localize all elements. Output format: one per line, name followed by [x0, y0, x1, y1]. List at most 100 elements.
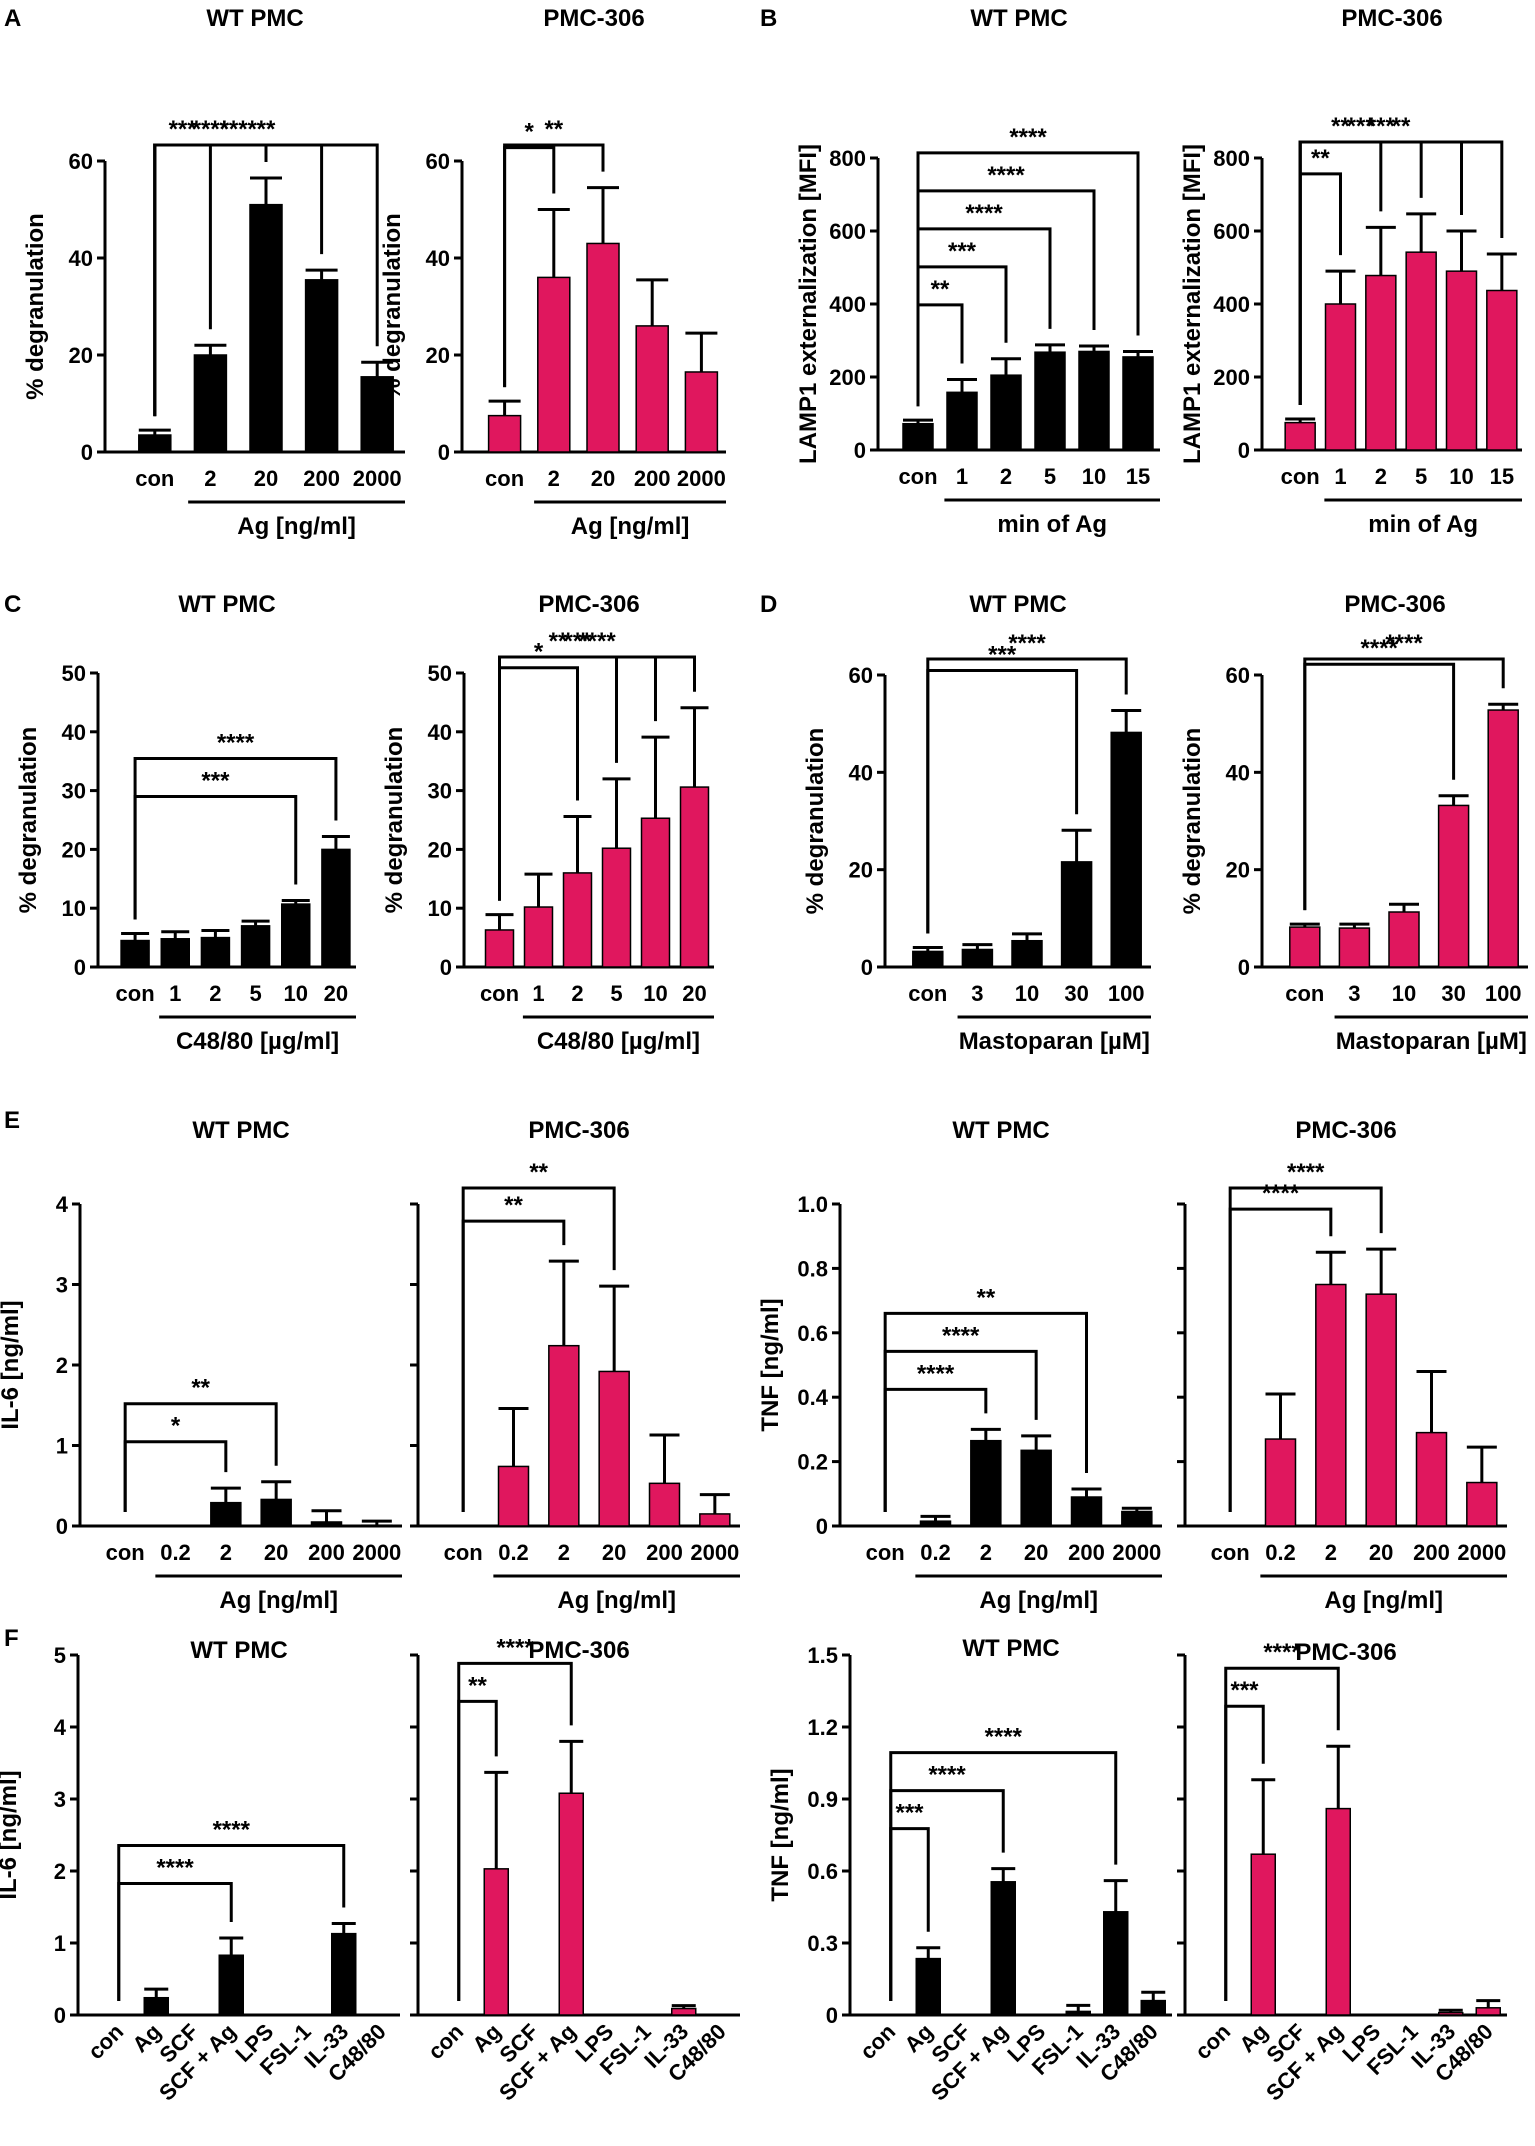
x-tick-label: con — [423, 2019, 468, 2064]
bar-10 — [1078, 350, 1110, 451]
x-tick-label: 2 — [980, 1540, 992, 1565]
bar-C48/80 — [1140, 1999, 1166, 2016]
bar-20 — [598, 1370, 630, 1527]
x-axis-label: Ag [ng/ml] — [557, 1587, 676, 1614]
x-tick-label: 15 — [1126, 464, 1150, 489]
chart-D2: 0 20 40 60 con 3 10 30 100 Mastoparan [µM] % degra… — [1179, 591, 1528, 1055]
bar-1 — [523, 906, 554, 968]
significance-bracket — [153, 143, 379, 417]
significance-label: **** — [1287, 1159, 1325, 1186]
x-tick-label: con — [135, 466, 174, 491]
bar-con — [902, 422, 934, 451]
significance-label: **** — [1262, 1180, 1300, 1207]
bar-30 — [1060, 861, 1093, 968]
x-tick-label: 2000 — [352, 1540, 401, 1565]
y-tick-label: 40 — [62, 720, 86, 745]
y-tick-label: 10 — [428, 896, 452, 921]
y-tick-label: 40 — [1226, 760, 1250, 785]
bar-200 — [304, 279, 339, 453]
x-tick-label: 2000 — [353, 466, 402, 491]
bar-10 — [1445, 270, 1478, 451]
y-tick-label: 1 — [54, 1931, 66, 1956]
bar-Ag — [483, 1868, 509, 2016]
y-tick-label: 1 — [56, 1434, 68, 1459]
x-tick-label: 20 — [1024, 1540, 1048, 1565]
x-axis-label: Ag [ng/ml] — [219, 1587, 338, 1614]
y-tick-label: 400 — [1213, 292, 1250, 317]
bar-con — [1289, 926, 1321, 968]
y-tick-label: 40 — [426, 246, 450, 271]
chart-E3: 0 0.2 0.4 0.6 0.8 1.0 con 0.2 2 20 200 2000 Ag [ng/m… — [757, 1117, 1162, 1614]
significance-label: ** — [1331, 113, 1350, 140]
y-tick-label: 600 — [829, 219, 866, 244]
significance-label: ** — [544, 116, 563, 143]
significance-label: * — [171, 1413, 181, 1440]
significance-bracket — [1303, 662, 1456, 911]
chart-title: PMC-306 — [543, 5, 644, 32]
significance-label: ** — [504, 1192, 523, 1219]
x-tick-label: con — [106, 1540, 145, 1565]
significance-label: ** — [549, 628, 568, 655]
significance-label: **** — [578, 628, 616, 655]
bar-2 — [200, 936, 231, 968]
y-tick-label: 60 — [426, 149, 450, 174]
x-tick-label: 100 — [1108, 981, 1145, 1006]
x-tick-label: 1 — [956, 464, 968, 489]
x-axis-label: Ag [ng/ml] — [237, 513, 356, 540]
bar-2 — [193, 354, 228, 453]
significance-label: **** — [496, 1634, 534, 1661]
bar-SCF + Ag — [558, 1792, 584, 2016]
y-tick-label: 20 — [426, 343, 450, 368]
bar-20 — [586, 242, 620, 453]
x-axis-label: C48/80 [µg/ml] — [537, 1028, 700, 1055]
x-tick-label: 2 — [1375, 464, 1387, 489]
x-tick-label: 200 — [1068, 1540, 1105, 1565]
y-tick-label: 4 — [56, 1192, 69, 1217]
significance-label: *** — [563, 628, 592, 655]
chart-B1: B 0 200 400 600 800 con 1 2 5 10 15 min of Ag LAMP1 e… — [760, 5, 1160, 538]
significance-label: ** — [468, 1672, 487, 1699]
x-tick-label: 200 — [303, 466, 340, 491]
y-tick-label: 0.3 — [807, 1931, 838, 1956]
x-tick-label: 200 — [634, 466, 671, 491]
significance-label: **** — [965, 200, 1003, 227]
significance-label: **** — [987, 162, 1025, 189]
y-tick-label: 40 — [849, 760, 873, 785]
bar-2000 — [684, 371, 719, 453]
significance-label: **** — [217, 729, 255, 756]
y-tick-label: 60 — [1226, 663, 1250, 688]
significance-label: ** — [191, 1375, 210, 1402]
bar-3 — [1338, 927, 1371, 968]
significance-label: **** — [1008, 630, 1046, 657]
bar-SCF + Ag — [218, 1954, 244, 2016]
y-tick-label: 2 — [54, 1859, 66, 1884]
bar-10 — [640, 817, 671, 968]
significance-label: **** — [1385, 630, 1423, 657]
y-tick-label: 0 — [440, 955, 452, 980]
y-tick-label: 800 — [829, 146, 866, 171]
y-tick-label: 2 — [56, 1353, 68, 1378]
y-tick-label: 20 — [1226, 858, 1250, 883]
bar-IL-33 — [1103, 1911, 1129, 2016]
x-tick-label: con — [1211, 1540, 1250, 1565]
y-axis-label: TNF [ng/ml] — [757, 1298, 784, 1431]
x-tick-label: 2 — [1325, 1540, 1337, 1565]
y-tick-label: 20 — [69, 343, 93, 368]
significance-bracket — [117, 1882, 233, 2001]
bar-10 — [281, 903, 311, 968]
y-tick-label: 0 — [54, 2003, 66, 2028]
x-tick-label: con — [444, 1540, 483, 1565]
y-axis-label: % degranulation — [22, 213, 49, 400]
y-tick-label: 400 — [829, 292, 866, 317]
bar-15 — [1122, 356, 1154, 451]
chart-title: WT PMC — [970, 5, 1067, 32]
chart-title: WT PMC — [178, 591, 275, 618]
bar-2 — [548, 1344, 580, 1527]
y-axis-label: TNF [ng/ml] — [767, 1768, 794, 1901]
bar-SCF + Ag — [990, 1881, 1016, 2016]
bar-IL-33 — [671, 2007, 697, 2016]
chart-title: PMC-306 — [1295, 1117, 1396, 1144]
